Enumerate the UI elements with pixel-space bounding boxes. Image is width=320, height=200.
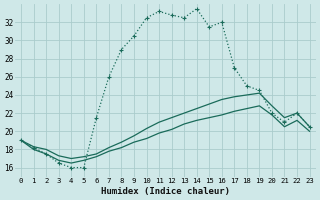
X-axis label: Humidex (Indice chaleur): Humidex (Indice chaleur) xyxy=(101,187,230,196)
